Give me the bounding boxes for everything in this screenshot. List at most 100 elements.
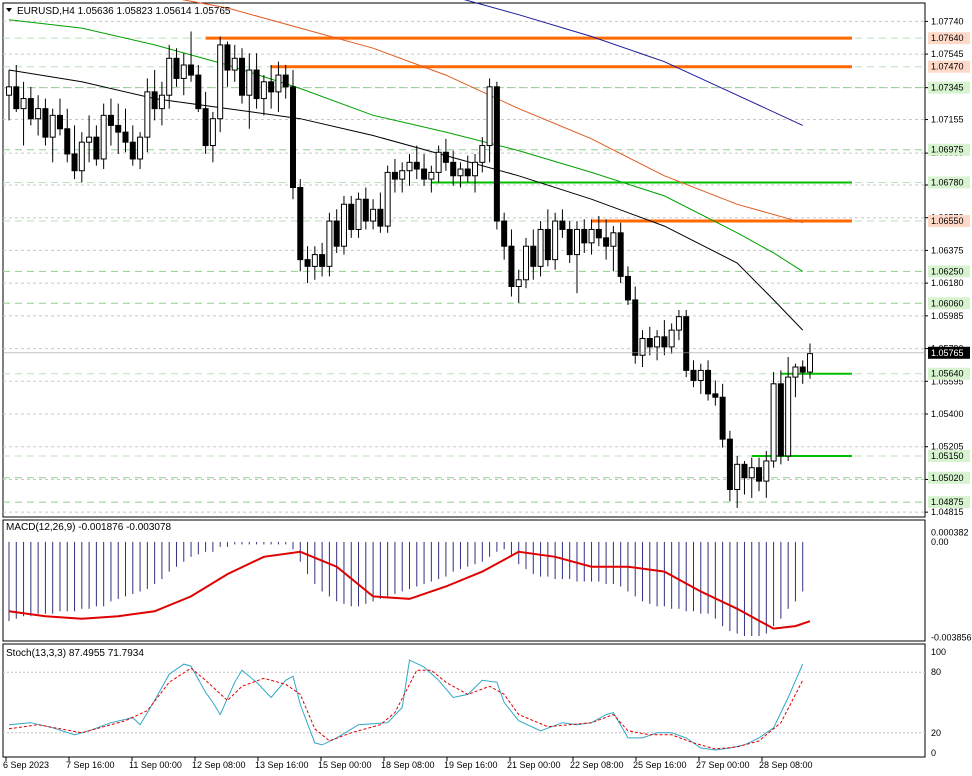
candle-bull [166,57,173,96]
candle-bull [748,467,755,479]
candle-bear [777,383,784,457]
current-price-badge [928,346,970,359]
candle-bull [807,353,813,373]
stoch-main-line [8,659,804,751]
candle-bull [588,228,595,244]
candle-bull [668,329,675,348]
candle-bull [275,74,282,93]
price-tick-label: 1.07545 [931,49,964,59]
candle-bull [552,220,559,261]
price-tick-label: 1.05400 [931,409,964,419]
level-badge [928,297,970,310]
candle-bear [195,74,202,110]
candle-bear [442,151,449,163]
candle-bull [610,232,617,247]
time-tick-label: 25 Sep 16:00 [633,760,687,770]
candle-bear [239,57,246,96]
candle-bull [355,198,362,230]
candle-bear [603,237,610,247]
candle-bull [384,171,391,227]
candle-bull [785,376,792,457]
candle-bull [158,94,165,110]
candle-bull [697,369,704,381]
candle-bear [253,69,260,100]
time-tick-label: 19 Sep 16:00 [444,760,498,770]
level-badge-label: 1.06550 [931,216,964,226]
candle-bear [705,369,712,395]
candle-bull [370,208,377,222]
candle-bull [231,57,238,71]
candle-bear [617,232,624,277]
candle-bull [137,136,144,160]
candle-bear [712,393,719,398]
candle-bear [391,171,398,180]
candle-bear [756,467,763,482]
macd-signal-line [8,550,811,630]
candle-bear [115,124,122,133]
candle-bear [530,245,537,267]
time-tick-label: 15 Sep 00:00 [318,760,372,770]
candle-bull [20,98,27,110]
candle-bear [42,108,49,138]
candle-bear [188,64,195,76]
candle-bear [319,254,326,267]
price-tick-label: 1.07740 [931,16,964,26]
candle-bear [377,208,384,227]
candle-bear [683,316,690,371]
level-badge-label: 1.07640 [931,33,964,43]
candle-bull [486,86,493,147]
price-tick-label: 1.05205 [931,442,964,452]
candle-bull [472,161,479,177]
level-badge [928,81,970,94]
candle-bear [719,396,726,440]
candle-bear [501,220,508,247]
candle-bull [770,383,777,462]
level-badge [928,471,970,484]
candle-bull [86,136,93,143]
candle-bear [690,369,697,381]
candle-bear [64,128,71,155]
candle-bear [566,228,573,256]
level-badge [928,449,970,462]
candle-bear [56,114,63,130]
macd-tick-label: 0.00 [931,537,949,547]
level-badge-label: 1.06060 [931,298,964,308]
stoch-signal-line [8,667,804,750]
candle-bull [246,69,253,96]
candle-bull [675,316,682,331]
price-tick-label: 1.07155 [931,115,964,125]
candle-bear [122,131,129,143]
candle-bear [129,141,136,160]
candle-bear [297,186,304,261]
level-badge [928,367,970,380]
level-badge-label: 1.05150 [931,451,964,461]
candle-bear [544,228,551,261]
time-tick-label: 28 Sep 08:00 [759,760,813,770]
price-tick-label: 1.05595 [931,376,964,386]
moving-average-line [8,19,803,272]
candle-bear [493,86,500,222]
time-tick-label: 11 Sep 00:00 [129,760,182,770]
candle-bear [268,81,275,93]
level-badge [928,60,970,73]
candle-bear [632,299,639,356]
candle-bull [573,228,580,256]
candle-bull [734,463,741,491]
candle-bull [399,170,406,180]
price-tick-label: 1.06375 [931,245,964,255]
level-badge-label: 1.04875 [931,497,964,507]
time-tick-label: 7 Sep 16:00 [66,760,115,770]
candle-bull [326,220,333,267]
candle-bull [428,171,435,180]
macd-panel [2,519,926,642]
candle-bear [151,91,158,110]
time-tick-label: 18 Sep 08:00 [381,760,435,770]
candle-bull [78,141,85,172]
candle-bull [209,118,216,147]
candle-bear [13,86,20,110]
stoch-tick-label: 0 [931,748,936,758]
candle-bull [6,86,12,96]
stoch-tick-label: 100 [931,647,946,657]
time-tick-label: 12 Sep 08:00 [192,760,246,770]
candle-bull [515,279,522,287]
